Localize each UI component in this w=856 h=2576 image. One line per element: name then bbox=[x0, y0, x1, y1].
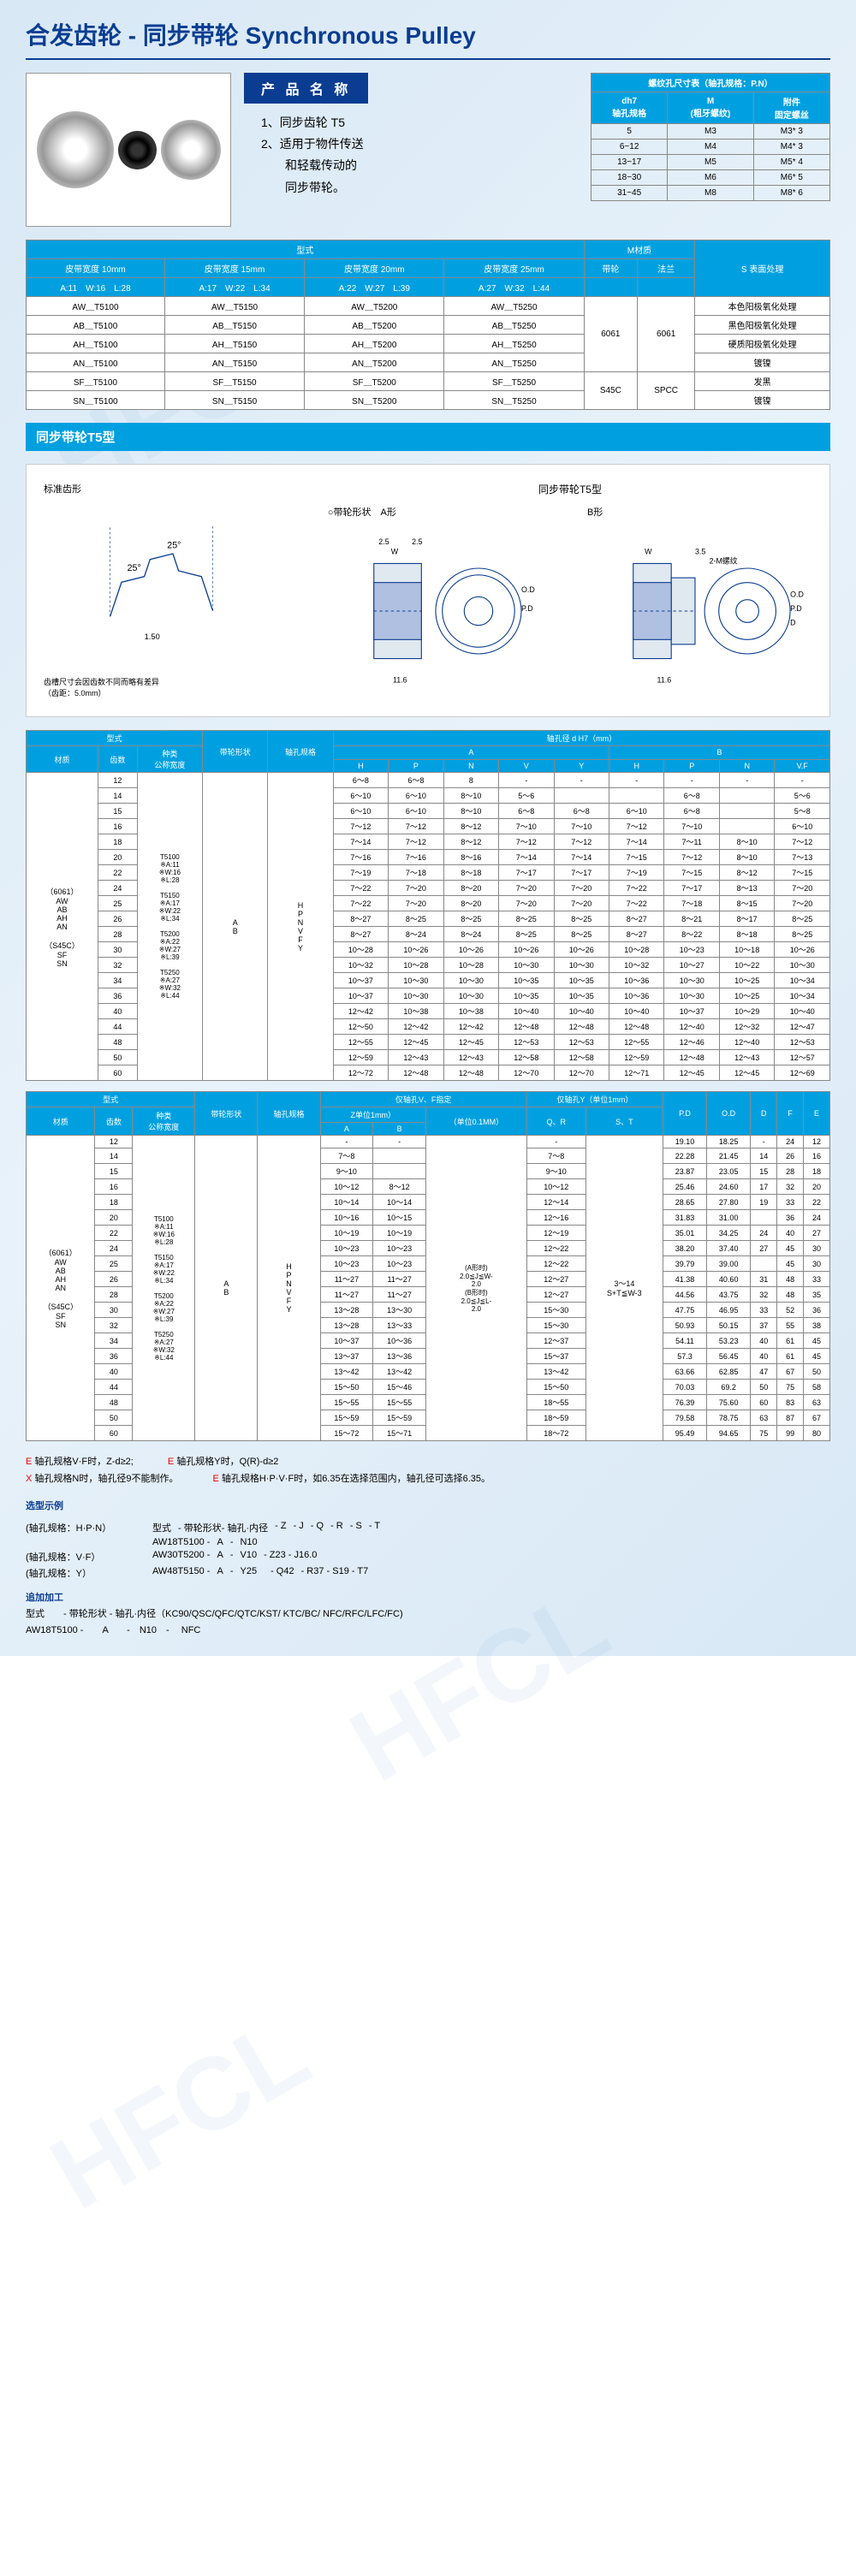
selection-examples: (轴孔规格：H·P·N）型式- 带轮形状- 轴孔·内径- Z- J- Q- R-… bbox=[26, 1521, 830, 1580]
diagram-subtitle: 同步带轮T5型 bbox=[328, 482, 812, 496]
pulley-icon bbox=[37, 111, 114, 188]
notes-section: E 轴孔规格V·F时，Z-d≥2;E 轴孔规格Y时，Q(R)-d≥2X 轴孔规格… bbox=[26, 1454, 830, 1488]
svg-text:11.6: 11.6 bbox=[393, 675, 407, 684]
additional-title: 追加加工 bbox=[26, 1590, 830, 1604]
shape-b-label: B形 bbox=[587, 505, 812, 519]
shape-b-diagram: W 3.5 2-M螺纹 O.D P.D D 11.6 bbox=[587, 525, 812, 697]
section-title: 同步带轮T5型 bbox=[26, 423, 830, 451]
type-table: 型式M材质S 表面处理 皮带宽度 10mm皮带宽度 15mm皮带宽度 20mm皮… bbox=[26, 240, 830, 410]
screw-table-title: 螺纹孔尺寸表（轴孔规格：P.N） bbox=[591, 74, 830, 92]
svg-text:2.5: 2.5 bbox=[412, 537, 422, 546]
svg-text:1.50: 1.50 bbox=[145, 632, 160, 641]
additional-rows: 型式 - 带轮形状 - 轴孔·内径（KC90/QSC/QFC/QTC/KST/ … bbox=[26, 1606, 830, 1636]
svg-text:2.5: 2.5 bbox=[378, 537, 389, 546]
shape-a-diagram: W2.52.5 O.DP.D 11.6 bbox=[328, 525, 553, 697]
tooth-profile-diagram: 25° 25° 1.50 bbox=[44, 502, 302, 674]
screw-table: 螺纹孔尺寸表（轴孔规格：P.N） dh7 轴孔规格M (粗牙螺纹)附件 固定螺丝… bbox=[591, 73, 830, 201]
svg-text:25°: 25° bbox=[128, 563, 141, 573]
pulley-icon bbox=[161, 120, 221, 180]
svg-text:W: W bbox=[645, 547, 652, 555]
svg-text:D: D bbox=[790, 619, 795, 627]
title-separator bbox=[26, 58, 830, 60]
svg-text:P.D: P.D bbox=[521, 604, 533, 613]
diagram-area: 标准齿形 25° 25° 1.50 齿槽尺寸会因齿数不同而略有差异 （齿距：5.0… bbox=[26, 464, 830, 717]
th: S 表面处理 bbox=[695, 240, 830, 297]
watermark: HFCL bbox=[32, 1993, 328, 2232]
product-name-badge: 产 品 名 称 bbox=[244, 73, 368, 104]
shape-a-label: ○带轮形状 A形 bbox=[328, 505, 553, 519]
spec-table-2: 型式带轮形状轴孔规格仅轴孔V、F指定仅轴孔Y（单位1mm）P.DO.DDFE材质… bbox=[26, 1091, 830, 1441]
th: 型式 bbox=[27, 240, 585, 259]
spec-table-1: 型式带轮形状轴孔规格轴孔径 d H7（mm）材质齿数种类 公称宽度ABHPNVY… bbox=[26, 730, 830, 1081]
svg-text:11.6: 11.6 bbox=[657, 675, 671, 684]
diagram-label: 标准齿形 bbox=[44, 482, 302, 496]
example-title: 选型示例 bbox=[26, 1499, 830, 1512]
svg-text:2-M螺纹: 2-M螺纹 bbox=[710, 555, 738, 565]
svg-text:O.D: O.D bbox=[521, 585, 535, 594]
pulley-icon bbox=[118, 131, 157, 169]
svg-text:25°: 25° bbox=[167, 540, 181, 550]
product-photo bbox=[26, 73, 231, 227]
svg-text:P.D: P.D bbox=[790, 604, 802, 613]
svg-text:3.5: 3.5 bbox=[695, 547, 705, 555]
screw-table-box: 螺纹孔尺寸表（轴孔规格：P.N） dh7 轴孔规格M (粗牙螺纹)附件 固定螺丝… bbox=[591, 73, 830, 227]
diagram-note: 齿槽尺寸会因齿数不同而略有差异 （齿距：5.0mm） bbox=[44, 676, 302, 698]
svg-text:O.D: O.D bbox=[790, 590, 804, 598]
th: M材质 bbox=[584, 240, 695, 259]
product-description: 1、同步齿轮 T52、适用于物件传送 和轻载传动的 同步带轮。 bbox=[244, 112, 578, 199]
page-title: 合发齿轮 - 同步带轮 Synchronous Pulley bbox=[26, 17, 830, 51]
svg-text:W: W bbox=[391, 547, 399, 555]
